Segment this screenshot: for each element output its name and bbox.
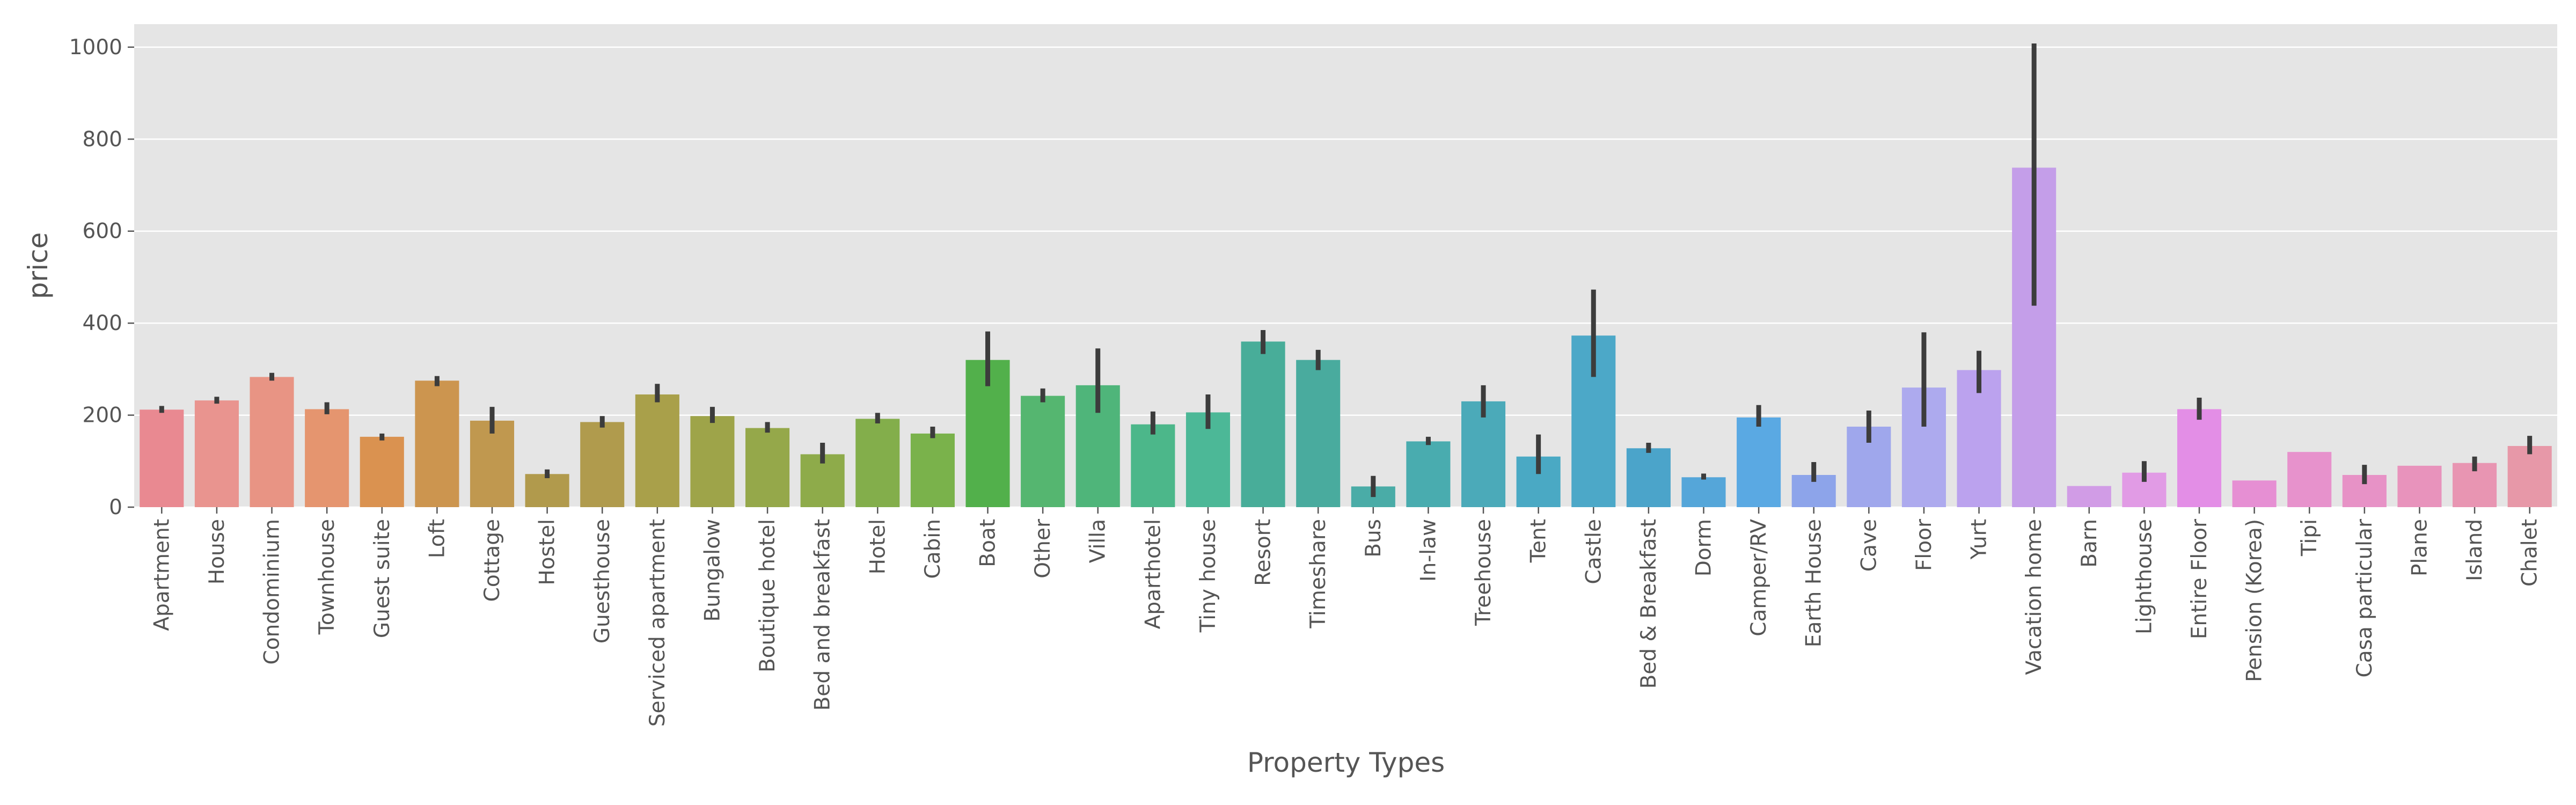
x-tick-label: Dorm (1692, 519, 1716, 576)
error-bars (159, 43, 2533, 497)
bar (2397, 465, 2442, 507)
x-tick-label: Plane (2407, 519, 2432, 576)
bar (2232, 480, 2277, 507)
bar (1461, 401, 1506, 507)
x-tick-label: Cottage (480, 519, 504, 602)
y-tick-label: 1000 (69, 35, 122, 60)
x-tick-label: Aparthotel (1141, 519, 1165, 629)
x-tick-label: Tent (1527, 519, 1551, 563)
x-tick-label: Castle (1582, 519, 1606, 584)
x-tick-label: Hostel (536, 519, 560, 586)
bar (1626, 448, 1671, 507)
x-tick-label: In-law (1416, 519, 1440, 582)
bar (1681, 477, 1726, 507)
x-tick-label: Camper/RV (1747, 519, 1771, 636)
x-axis-ticks: Apartment House Condominium Townhouse Guest … (150, 507, 2542, 727)
bar (1296, 360, 1341, 507)
bar (525, 474, 569, 507)
x-tick-label: Island (2463, 519, 2487, 581)
x-tick-label: Condominium (260, 519, 284, 665)
x-tick-label: Pension (Korea) (2243, 519, 2267, 682)
x-tick-label: Guesthouse (590, 519, 614, 643)
x-tick-label: Apartment (150, 519, 174, 631)
x-tick-label: Tiny house (1196, 519, 1220, 633)
y-axis-ticks: 0 200 400 600 800 1000 (69, 35, 134, 519)
plot-background (134, 24, 2557, 507)
y-tick-label: 800 (83, 127, 122, 151)
bar (194, 400, 239, 507)
y-tick-label: 200 (83, 404, 122, 428)
y-tick-label: 600 (83, 219, 122, 244)
bar (415, 380, 459, 507)
x-tick-label: Bed and breakfast (811, 519, 835, 711)
bar (580, 422, 625, 507)
bar (910, 433, 955, 507)
bar (855, 419, 900, 507)
x-tick-label: Chalet (2518, 519, 2542, 587)
y-tick-label: 0 (109, 495, 122, 519)
x-tick-label: House (205, 519, 229, 584)
bar (1021, 396, 1065, 507)
bar (250, 377, 294, 507)
x-tick-label: Townhouse (315, 519, 339, 635)
x-tick-label: Cave (1857, 519, 1881, 572)
x-axis-label: Property Types (1247, 747, 1445, 778)
x-tick-label: Earth House (1802, 519, 1826, 647)
bars (140, 167, 2552, 507)
x-tick-label: Casa particular (2353, 518, 2377, 677)
x-tick-label: Tipi (2297, 519, 2322, 557)
bar (305, 409, 349, 507)
y-axis-label: price (23, 232, 54, 299)
bar (2507, 446, 2552, 507)
x-tick-label: Bed & Breakfast (1637, 519, 1661, 689)
x-tick-label: Timeshare (1306, 519, 1330, 629)
bar (2177, 409, 2222, 507)
x-tick-label: Bus (1362, 519, 1386, 558)
bar (745, 428, 790, 507)
bar (635, 394, 679, 507)
x-tick-label: Treehouse (1472, 519, 1496, 626)
bar (140, 409, 184, 507)
x-tick-label: Serviced apartment (646, 519, 670, 727)
bar (1406, 441, 1451, 507)
x-tick-label: Floor (1912, 518, 1936, 571)
bar (470, 420, 515, 507)
x-tick-label: Cabin (921, 519, 945, 579)
bar (690, 416, 735, 507)
bar (2067, 486, 2111, 507)
bar (2287, 452, 2332, 507)
x-tick-label: Yurt (1967, 519, 1992, 560)
x-tick-label: Bungalow (700, 519, 724, 621)
x-tick-label: Loft (425, 519, 449, 558)
x-tick-label: Other (1031, 518, 1055, 579)
x-tick-label: Vacation home (2022, 519, 2046, 675)
x-tick-label: Entire Floor (2187, 518, 2212, 639)
bar (1131, 424, 1175, 507)
x-tick-label: Guest suite (370, 519, 394, 638)
x-tick-label: Boutique hotel (756, 519, 780, 672)
x-tick-label: Barn (2077, 519, 2102, 568)
x-tick-label: Villa (1086, 519, 1110, 563)
bar (1241, 341, 1285, 507)
bar (1737, 417, 1781, 507)
x-tick-label: Lighthouse (2132, 519, 2156, 634)
y-tick-label: 400 (83, 311, 122, 335)
x-tick-label: Boat (976, 519, 1000, 567)
x-tick-label: Hotel (866, 519, 890, 574)
x-tick-label: Resort (1252, 519, 1276, 586)
bar (360, 436, 404, 507)
